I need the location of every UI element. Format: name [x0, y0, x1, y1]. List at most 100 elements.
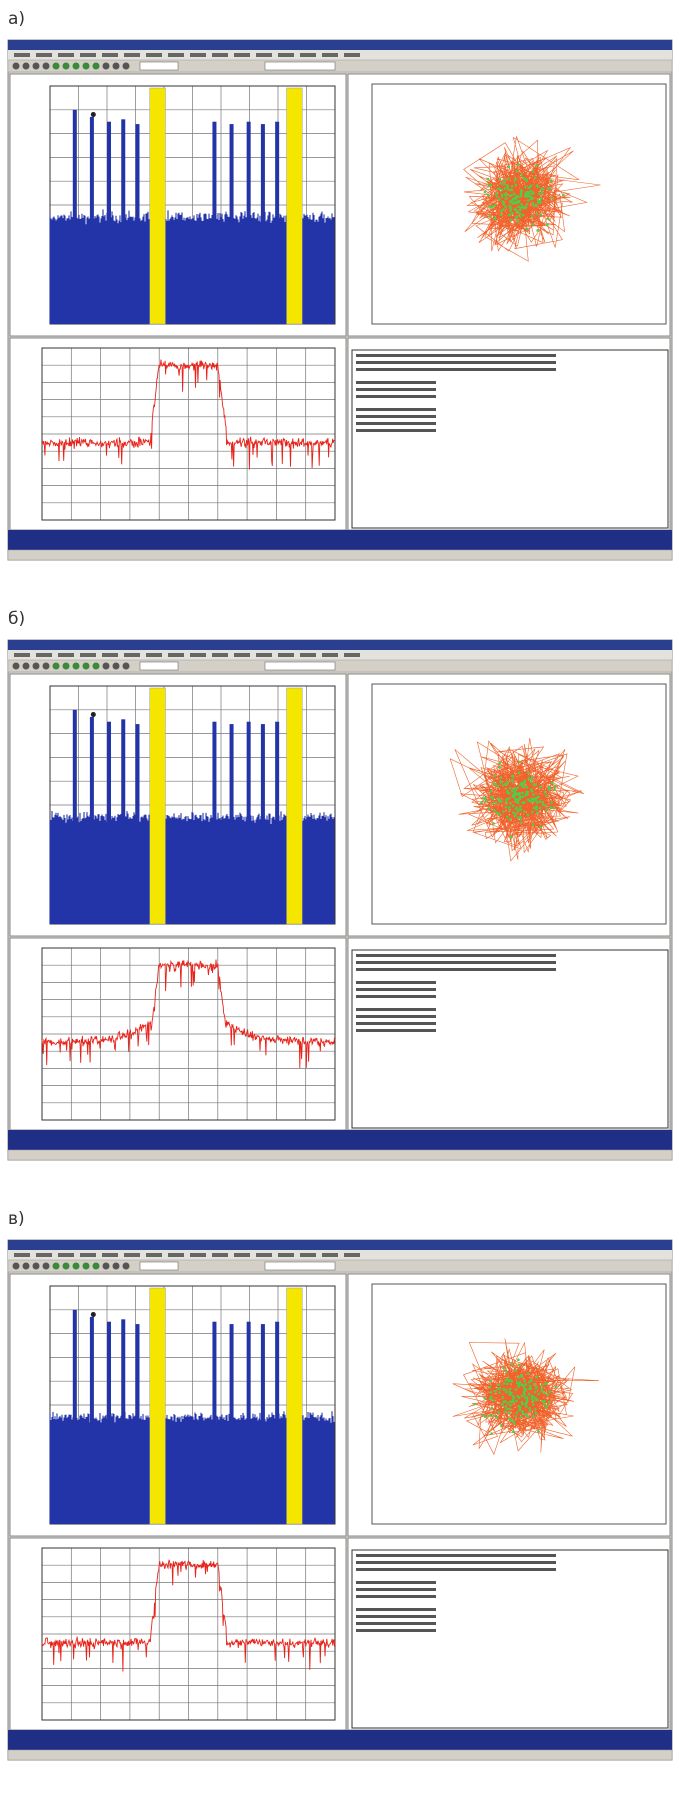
symbol [519, 805, 522, 808]
tool-button [52, 662, 60, 670]
symbol [482, 797, 485, 800]
tone [229, 1324, 234, 1524]
symbol [518, 215, 522, 218]
symbol [531, 810, 534, 814]
symbol [539, 213, 543, 216]
tool-button [82, 662, 90, 670]
symbol [492, 1399, 495, 1402]
menu-item [168, 1253, 184, 1257]
symbol [523, 176, 526, 180]
menu-item [300, 1253, 316, 1257]
symbol [498, 198, 501, 201]
symbol [486, 193, 490, 197]
symbol [516, 220, 520, 223]
symbol [503, 1410, 507, 1414]
symbol [519, 783, 522, 787]
symbol [523, 1393, 526, 1396]
symbol [516, 800, 519, 804]
tone [107, 721, 111, 924]
symbol [512, 793, 515, 797]
tool-combo [264, 661, 336, 671]
symbol [525, 227, 529, 231]
symbol [528, 799, 532, 803]
symbol [539, 785, 542, 789]
symbol [529, 197, 533, 201]
text-line [356, 1608, 436, 1611]
symbol [512, 1400, 515, 1404]
symbol [531, 202, 535, 205]
symbol [526, 813, 530, 817]
symbol [495, 1416, 499, 1419]
symbol [531, 170, 535, 173]
symbol [536, 201, 540, 205]
symbol [536, 811, 539, 815]
symbol [508, 1411, 511, 1415]
symbol [509, 218, 513, 222]
tool-button [52, 1262, 60, 1270]
symbol [515, 194, 518, 198]
symbol [530, 192, 534, 195]
symbol [515, 169, 518, 173]
symbol [528, 185, 532, 189]
symbol [522, 1384, 526, 1388]
symbol [520, 173, 523, 176]
symbol [508, 808, 511, 812]
menu-item [278, 1253, 294, 1257]
menu-bar [8, 650, 672, 660]
symbol [498, 177, 502, 181]
symbol [524, 185, 527, 189]
text-line [356, 1568, 556, 1571]
symbol [516, 163, 520, 166]
text-line [356, 1588, 436, 1591]
symbol [541, 188, 545, 191]
menu-item [278, 653, 294, 657]
symbol [523, 801, 526, 804]
symbol [519, 816, 522, 820]
symbol [533, 176, 537, 179]
text-line [356, 1561, 556, 1564]
menu-item [212, 53, 228, 57]
symbol [504, 205, 507, 208]
symbol [483, 190, 487, 194]
symbol [510, 193, 513, 197]
symbol [536, 1398, 539, 1402]
tool-combo [139, 61, 179, 71]
text-box [351, 949, 669, 1129]
symbol [508, 805, 511, 809]
symbol [544, 794, 548, 797]
noise [49, 810, 335, 924]
plot-frame [41, 1547, 336, 1721]
symbol [517, 205, 520, 208]
symbol [554, 784, 557, 788]
symbol [507, 213, 511, 217]
tone [72, 109, 77, 324]
title-bar [8, 640, 672, 650]
symbol [539, 188, 543, 191]
text-line [356, 408, 436, 411]
tool-button [72, 62, 80, 70]
menu-item [80, 1253, 96, 1257]
symbol [521, 785, 525, 789]
symbol [510, 199, 513, 203]
tool-button [62, 1262, 70, 1270]
symbol [517, 1396, 521, 1399]
symbol [496, 785, 500, 788]
symbol [517, 200, 520, 204]
symbol [529, 1387, 533, 1390]
symbol [521, 782, 525, 785]
tone [121, 119, 126, 324]
text-line [356, 388, 436, 391]
symbol [497, 797, 500, 800]
symbol [550, 781, 554, 785]
tool-button [92, 1262, 100, 1270]
symbol [524, 1383, 528, 1386]
symbol [502, 783, 505, 787]
tool-button [42, 62, 50, 70]
symbol [532, 1395, 536, 1399]
text-line [356, 429, 436, 432]
menu-item [234, 653, 250, 657]
tone [89, 716, 94, 924]
symbol [529, 780, 533, 784]
symbol [532, 800, 535, 803]
symbol [496, 187, 500, 190]
